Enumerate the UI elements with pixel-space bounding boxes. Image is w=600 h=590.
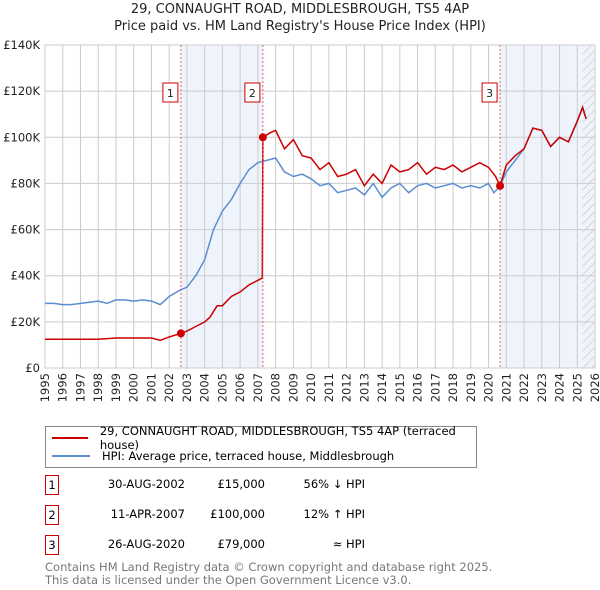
sale-marker-box: 2 bbox=[45, 505, 59, 525]
sale-row: 3 26-AUG-2020 £79,000 ≈ HPI bbox=[45, 535, 445, 555]
x-tick-label: 2008 bbox=[269, 373, 283, 402]
y-tick-label: £60K bbox=[11, 223, 41, 237]
legend-label-property: 29, CONNAUGHT ROAD, MIDDLESBROUGH, TS5 4… bbox=[99, 424, 456, 452]
sale-row: 1 30-AUG-2002 £15,000 56% ↓ HPI bbox=[45, 475, 445, 495]
sale-number-label: 1 bbox=[167, 87, 174, 100]
sale-point bbox=[258, 133, 267, 142]
chart-subtitle: Price paid vs. HM Land Registry's House … bbox=[114, 19, 486, 34]
sale-number-box bbox=[162, 82, 179, 103]
x-tick-label: 2005 bbox=[215, 373, 229, 402]
sale-date: 11-APR-2007 bbox=[110, 507, 185, 521]
x-tick-label: 2010 bbox=[304, 373, 318, 402]
x-tick-label: 1996 bbox=[56, 373, 70, 402]
shaded-period bbox=[500, 45, 595, 368]
y-tick-label: £20K bbox=[11, 315, 41, 329]
x-tick-label: 2016 bbox=[411, 373, 425, 402]
legend-item-hpi: HPI: Average price, terraced house, Midd… bbox=[52, 448, 394, 464]
sale-hpi-comparison: 56% ↓ HPI bbox=[303, 477, 365, 491]
sale-point bbox=[176, 329, 185, 338]
sale-number-label: 2 bbox=[249, 87, 256, 100]
sale-price: £15,000 bbox=[217, 477, 265, 491]
x-tick-label: 2017 bbox=[428, 373, 442, 402]
y-tick-label: £100K bbox=[3, 130, 40, 144]
x-tick-label: 1998 bbox=[91, 373, 105, 402]
y-tick-label: £0 bbox=[25, 361, 40, 375]
x-tick-label: 1999 bbox=[109, 373, 123, 402]
legend: 29, CONNAUGHT ROAD, MIDDLESBROUGH, TS5 4… bbox=[45, 424, 477, 468]
x-tick-label: 2011 bbox=[322, 373, 336, 402]
x-tick-label: 2002 bbox=[162, 373, 176, 402]
footer-copyright: Contains HM Land Registry data © Crown c… bbox=[45, 560, 493, 574]
sale-point bbox=[496, 181, 505, 190]
x-tick-label: 2004 bbox=[198, 373, 212, 402]
x-tick-label: 2021 bbox=[499, 373, 513, 402]
legend-item-property: 29, CONNAUGHT ROAD, MIDDLESBROUGH, TS5 4… bbox=[52, 424, 476, 452]
legend-swatch-hpi bbox=[52, 455, 90, 457]
sale-number-box bbox=[481, 82, 498, 103]
chart-title: 29, CONNAUGHT ROAD, MIDDLESBROUGH, TS5 4… bbox=[130, 2, 470, 17]
sale-number-box bbox=[244, 82, 261, 103]
x-tick-label: 2015 bbox=[393, 373, 407, 402]
x-tick-label: 2000 bbox=[127, 373, 141, 402]
hpi-line bbox=[45, 104, 587, 306]
x-tick-label: 2003 bbox=[180, 373, 194, 402]
y-tick-label: £140K bbox=[3, 38, 40, 52]
x-tick-label: 2020 bbox=[482, 373, 496, 402]
legend-swatch-property bbox=[52, 437, 88, 439]
x-tick-label: 2012 bbox=[340, 373, 354, 402]
x-tick-label: 2025 bbox=[570, 373, 584, 402]
y-tick-label: £120K bbox=[3, 84, 40, 98]
x-tick-label: 1997 bbox=[73, 373, 87, 402]
x-tick-label: 2022 bbox=[517, 373, 531, 402]
y-tick-label: £40K bbox=[11, 269, 41, 283]
x-tick-label: 2001 bbox=[144, 373, 158, 402]
x-tick-label: 2023 bbox=[535, 373, 549, 402]
sale-marker-box: 3 bbox=[45, 535, 59, 555]
x-tick-label: 2014 bbox=[375, 373, 389, 402]
x-tick-label: 2007 bbox=[251, 373, 265, 402]
sale-price: £100,000 bbox=[210, 507, 265, 521]
property-price-line bbox=[45, 104, 587, 342]
x-tick-label: 2018 bbox=[446, 373, 460, 402]
legend-label-hpi: HPI: Average price, terraced house, Midd… bbox=[102, 449, 395, 463]
sale-date: 30-AUG-2002 bbox=[107, 477, 185, 491]
plot-border bbox=[44, 44, 596, 369]
x-tick-label: 2026 bbox=[588, 373, 600, 402]
sale-marker-box: 1 bbox=[45, 475, 59, 495]
x-tick-label: 2013 bbox=[357, 373, 371, 402]
sale-row: 2 11-APR-2007 £100,000 12% ↑ HPI bbox=[45, 505, 445, 525]
x-tick-label: 2024 bbox=[553, 373, 567, 402]
sale-number-label: 3 bbox=[486, 87, 493, 100]
sale-date: 26-AUG-2020 bbox=[107, 537, 185, 551]
x-tick-label: 2006 bbox=[233, 373, 247, 402]
sale-hpi-comparison: ≈ HPI bbox=[332, 537, 365, 551]
x-tick-label: 2009 bbox=[286, 373, 300, 402]
footer-licence: This data is licensed under the Open Gov… bbox=[45, 573, 412, 587]
sale-hpi-comparison: 12% ↑ HPI bbox=[303, 507, 365, 521]
hatched-forecast-region bbox=[582, 45, 595, 368]
sale-price: £79,000 bbox=[217, 537, 265, 551]
x-tick-label: 2019 bbox=[464, 373, 478, 402]
x-tick-label: 1995 bbox=[38, 373, 52, 402]
y-tick-label: £80K bbox=[11, 176, 41, 190]
